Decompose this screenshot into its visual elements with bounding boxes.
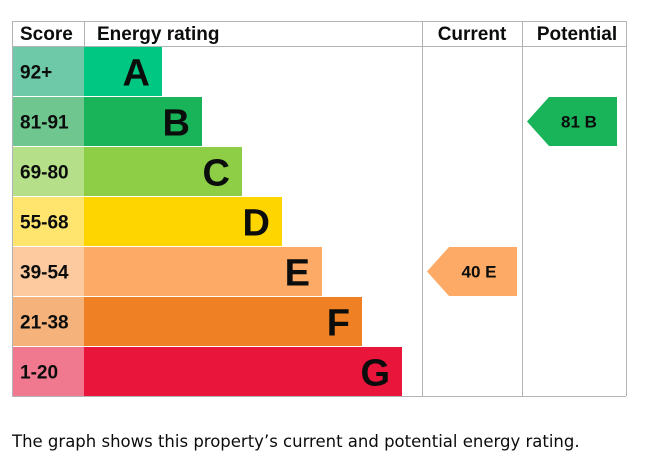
band-letter-d: D <box>243 203 270 245</box>
band-bar-d <box>84 197 282 246</box>
score-label-d: 55-68 <box>20 213 69 234</box>
rating-bands: 92+ A 81-91 B 69-80 C 55-68 D 39-54 E 21-38 F 1-20 G <box>13 47 402 396</box>
score-cell-c <box>13 147 84 196</box>
score-cell-a <box>13 47 84 96</box>
potential-rating-arrow-label: 81 B <box>561 113 597 132</box>
band-letter-b: B <box>163 103 190 145</box>
band-bar-b <box>84 97 202 146</box>
table-grid <box>12 21 627 397</box>
band-letter-a: A <box>123 53 150 95</box>
header-score: Score <box>20 24 73 45</box>
epc-chart: Score Energy rating Current Potential 92… <box>12 21 627 397</box>
band-letter-g: G <box>360 353 390 395</box>
band-letter-e: E <box>285 253 310 295</box>
chart-caption: The graph shows this property’s current … <box>12 432 580 451</box>
score-label-g: 1-20 <box>20 363 58 384</box>
score-cell-g <box>13 347 84 396</box>
score-cell-b <box>13 97 84 146</box>
current-rating-arrow <box>427 247 517 296</box>
header-row: Score Energy rating Current Potential <box>20 24 617 45</box>
score-label-a: 92+ <box>20 63 52 84</box>
header-current: Current <box>438 24 507 45</box>
potential-rating-arrow <box>527 97 617 146</box>
current-rating-arrow-label: 40 E <box>462 263 497 282</box>
score-label-e: 39-54 <box>20 263 69 284</box>
score-label-c: 69-80 <box>20 163 69 184</box>
band-letter-c: C <box>203 153 230 195</box>
band-bar-g <box>84 347 402 396</box>
rating-arrows: 40 E 81 B <box>427 97 617 296</box>
score-cell-f <box>13 297 84 346</box>
header-energy-rating: Energy rating <box>97 24 219 45</box>
header-potential: Potential <box>537 24 617 45</box>
score-label-f: 21-38 <box>20 313 69 334</box>
band-bar-e <box>84 247 322 296</box>
band-bar-f <box>84 297 362 346</box>
band-bar-a <box>84 47 162 96</box>
band-letter-f: F <box>327 303 350 345</box>
score-label-b: 81-91 <box>20 113 69 134</box>
score-cell-e <box>13 247 84 296</box>
band-bar-c <box>84 147 242 196</box>
score-cell-d <box>13 197 84 246</box>
